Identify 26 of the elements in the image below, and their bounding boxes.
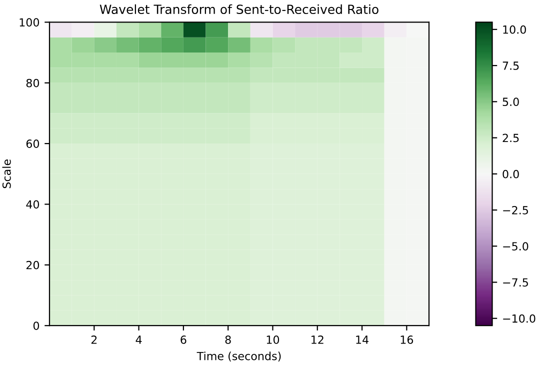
x-tick-label: 10 [266,336,280,344]
color-bar-label: 5.0 [502,98,519,106]
color-bar-label: 2.5 [502,134,519,142]
y-tick-label: 20 [26,260,40,270]
color-bar-label: −2.5 [503,206,528,214]
y-tick-label: 60 [26,140,40,148]
y-tick-label: 40 [26,200,40,209]
x-tick-label: 4 [136,336,142,344]
color-bar-label: −10.0 [503,314,536,323]
x-tick-label: 16 [400,336,414,344]
x-axis-title: Time (seconds) [196,352,281,362]
x-tick-label: 8 [225,336,231,344]
y-tick-label: 100 [20,18,40,27]
color-bar-label: −5.0 [503,242,528,251]
color-bar-label: 7.5 [502,62,519,70]
color-bar-label: 0.0 [502,170,519,178]
y-tick-label: 80 [26,78,40,88]
chart-title: Wavelet Transform of Sent-to-Received Ratio [100,4,378,14]
x-tick-label: 2 [91,336,97,344]
x-tick-label: 12 [312,336,324,344]
color-bar-label: 10.0 [503,25,526,34]
y-tick-label: 0 [33,322,40,330]
y-axis-title: Scale [2,160,11,188]
x-tick-label: 6 [180,336,186,344]
color-bar-label: −7.5 [503,278,528,287]
x-tick-label: 14 [356,336,368,344]
